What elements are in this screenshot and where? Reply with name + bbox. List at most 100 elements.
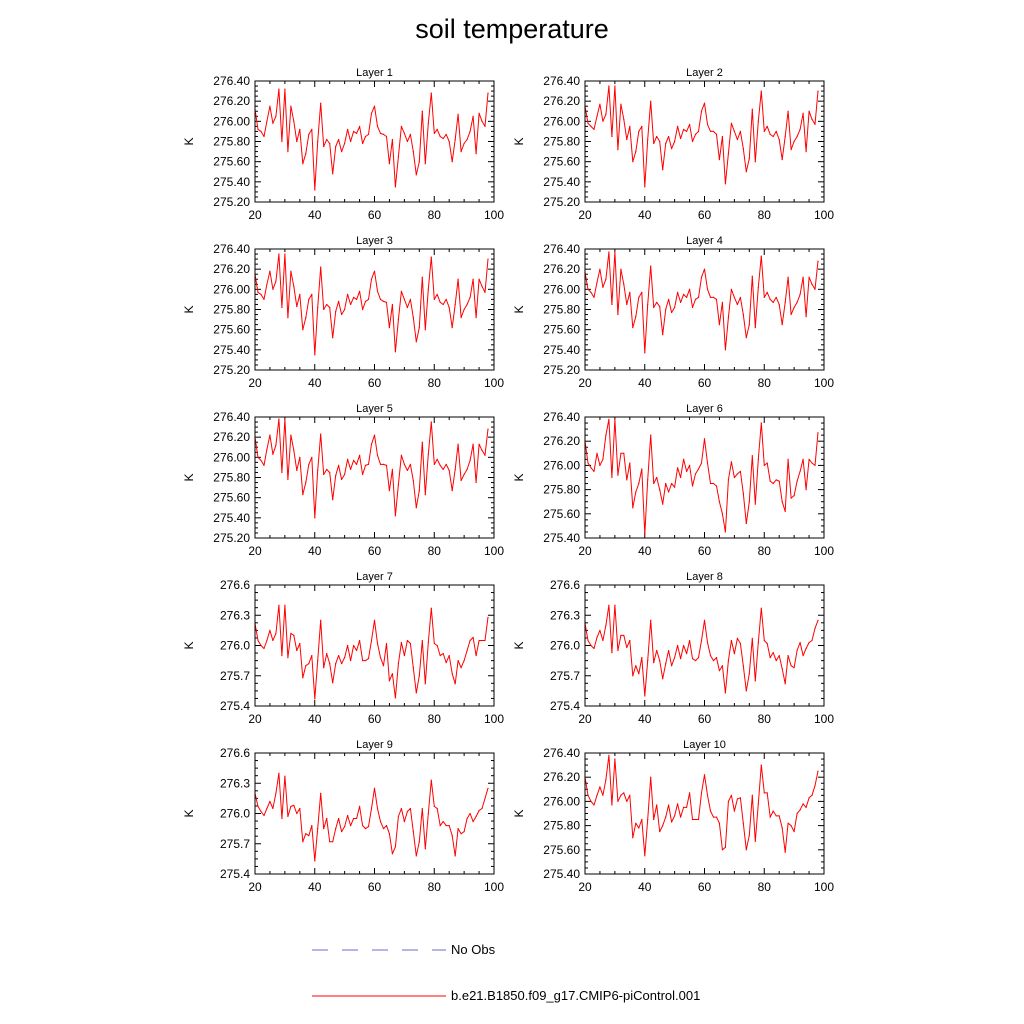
- series-line: [584, 251, 819, 354]
- data-point: [680, 137, 682, 140]
- data-point: [686, 806, 688, 809]
- data-point: [742, 313, 744, 316]
- data-point: [611, 652, 613, 654]
- data-point: [263, 135, 265, 138]
- data-point: [454, 468, 456, 470]
- data-point: [611, 303, 613, 306]
- data-point: [614, 758, 616, 760]
- data-point: [391, 303, 393, 306]
- data-point: [439, 135, 441, 138]
- data-point: [472, 821, 474, 823]
- data-point: [623, 283, 625, 285]
- data-point: [448, 655, 450, 657]
- y-tick-label: 275.20: [213, 363, 250, 377]
- data-point: [814, 627, 816, 630]
- plot-frame: [584, 248, 825, 371]
- data-point: [715, 657, 718, 659]
- data-point: [329, 142, 331, 145]
- data-point: [730, 122, 733, 124]
- data-point: [602, 458, 604, 460]
- data-point: [367, 133, 370, 135]
- y-tick-label: 275.80: [213, 303, 250, 317]
- data-point: [400, 290, 402, 292]
- x-tick-label: 60: [368, 880, 382, 894]
- data-point: [784, 510, 786, 512]
- data-point: [260, 644, 262, 647]
- data-point: [739, 470, 742, 472]
- data-point: [460, 151, 462, 153]
- data-point: [671, 148, 673, 150]
- data-point: [257, 128, 259, 130]
- data-point: [290, 434, 292, 436]
- data-point: [478, 278, 480, 280]
- data-point: [335, 310, 337, 313]
- data-point: [278, 253, 280, 255]
- y-tick-label: 275.80: [213, 471, 250, 485]
- data-point: [751, 275, 753, 277]
- x-tick-label: 80: [758, 712, 772, 726]
- data-point: [605, 113, 607, 115]
- data-point: [763, 464, 765, 466]
- data-point: [697, 657, 700, 659]
- data-point: [481, 285, 483, 287]
- data-point: [590, 644, 592, 647]
- data-point: [460, 317, 462, 319]
- data-point: [665, 663, 667, 665]
- data-point: [442, 303, 444, 306]
- y-tick-label: 276.00: [543, 114, 580, 128]
- data-point: [311, 655, 313, 657]
- data-point: [638, 827, 640, 829]
- x-tick-label: 80: [428, 208, 442, 222]
- x-tick-label: 20: [248, 208, 262, 222]
- data-point: [433, 298, 435, 300]
- y-tick-label: 276.0: [550, 639, 580, 653]
- x-tick-label: 20: [578, 376, 592, 390]
- data-point: [736, 637, 739, 640]
- data-point: [599, 629, 601, 632]
- data-point: [362, 473, 364, 476]
- y-tick-label: 276.3: [220, 776, 250, 790]
- y-axis-label: K: [182, 809, 196, 817]
- data-point: [391, 673, 393, 675]
- data-point: [406, 639, 408, 642]
- data-point: [347, 128, 349, 130]
- x-tick-label: 80: [428, 712, 442, 726]
- data-point: [811, 118, 813, 120]
- data-point: [689, 288, 691, 290]
- data-point: [811, 794, 813, 796]
- data-point: [680, 658, 682, 660]
- data-point: [418, 675, 420, 677]
- data-point: [677, 467, 679, 469]
- legend-model-label: b.e21.B1850.f09_g17.CMIP6-piControl.001: [451, 988, 700, 1003]
- data-point: [623, 792, 625, 794]
- data-point: [751, 455, 753, 457]
- data-point: [290, 805, 292, 808]
- data-point: [724, 349, 727, 351]
- data-point: [596, 115, 598, 117]
- data-point: [338, 464, 340, 466]
- data-point: [400, 125, 402, 127]
- data-point: [415, 341, 417, 343]
- data-point: [257, 805, 259, 808]
- data-point: [430, 256, 432, 258]
- x-tick-label: 100: [484, 880, 504, 894]
- data-point: [620, 103, 622, 105]
- data-point: [293, 449, 295, 451]
- data-point: [757, 286, 759, 288]
- series-line: [584, 754, 819, 857]
- data-point: [454, 683, 456, 685]
- data-point: [706, 288, 709, 290]
- data-point: [487, 428, 489, 430]
- data-point: [802, 276, 804, 278]
- data-point: [344, 473, 346, 476]
- panel-title: Layer 4: [686, 235, 723, 247]
- y-tick-label: 275.20: [213, 195, 250, 209]
- x-tick-label: 20: [248, 376, 262, 390]
- data-point: [451, 673, 453, 675]
- y-tick-label: 276.6: [220, 746, 250, 760]
- data-point: [623, 118, 625, 120]
- data-point: [481, 807, 483, 810]
- data-point: [367, 826, 370, 828]
- data-point: [436, 128, 438, 130]
